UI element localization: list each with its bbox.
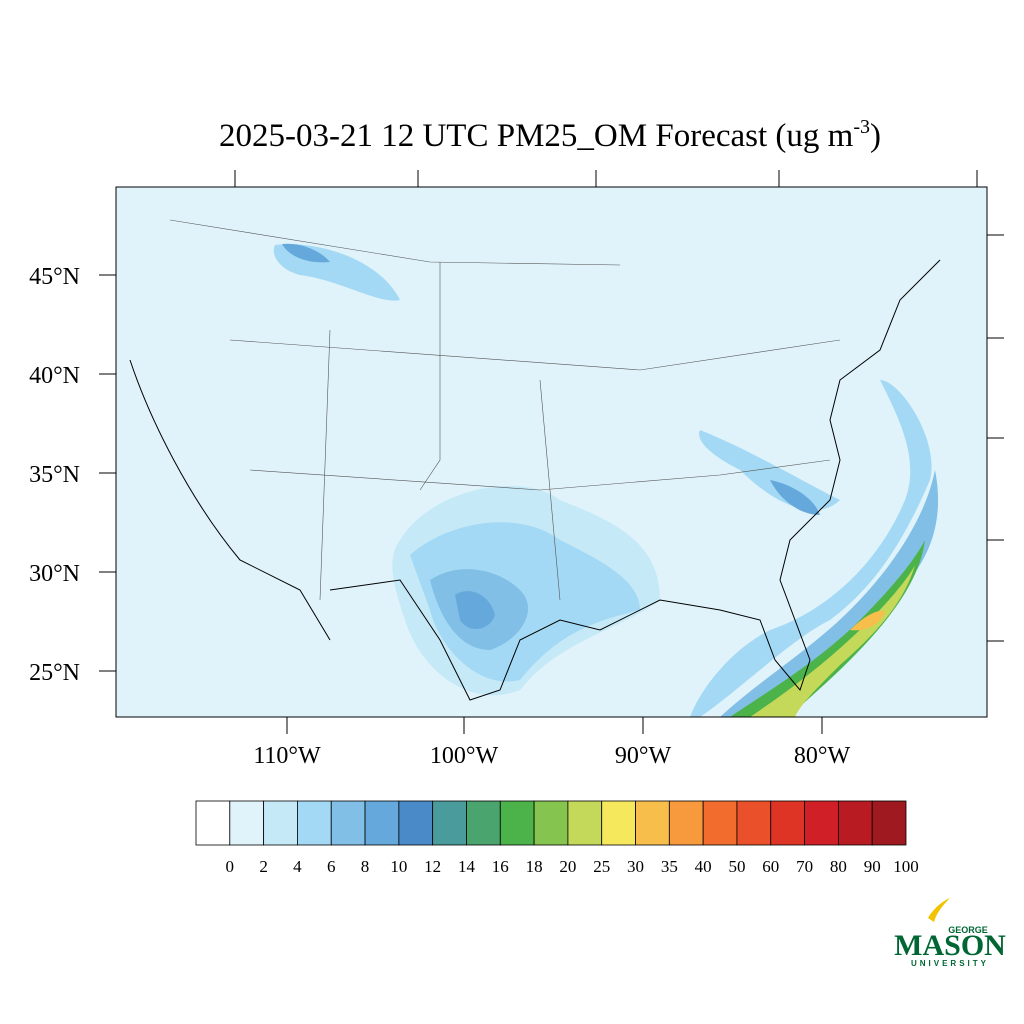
colorbar-label: 4: [293, 857, 302, 876]
colorbar-label: 80: [830, 857, 847, 876]
colorbar-label: 10: [390, 857, 407, 876]
colorbar-swatch: [195, 800, 231, 846]
colorbar-swatch: [432, 800, 467, 846]
logo-bottom: UNIVERSITY: [911, 959, 989, 968]
colorbar-label: 25: [593, 857, 610, 876]
colorbar-swatch: [804, 800, 839, 846]
logo-main: MASON: [894, 929, 1006, 962]
colorbar-label: 12: [424, 857, 441, 876]
ticks: [234, 170, 1004, 642]
colorbar-label: 90: [864, 857, 881, 876]
colorbar-swatch: [837, 800, 873, 846]
colorbar-swatch: [736, 800, 772, 846]
colorbar-swatch: [668, 800, 704, 846]
lat-label: 30°N: [29, 561, 80, 587]
colorbar-swatch: [330, 800, 366, 846]
colorbar-label: 14: [458, 857, 476, 876]
lon-label: 110°W: [253, 743, 321, 769]
colorbar-swatch: [466, 800, 501, 846]
title: 2025-03-21 12 UTC PM25_OM Forecast (ug m…: [219, 116, 881, 154]
colorbar-label: 35: [661, 857, 678, 876]
colorbar-label: 18: [526, 857, 543, 876]
colorbar-label: 16: [492, 857, 509, 876]
colorbar: 0 2 4 6 8 10 12 14 16 18 20 25 30 35 40 50 60 70 80 90 100: [195, 800, 919, 876]
colorbar-swatch: [601, 800, 636, 846]
coastline: [129, 259, 941, 701]
colorbar-swatch: [364, 800, 400, 846]
colorbar-label: 0: [226, 857, 235, 876]
colorbar-label: 2: [259, 857, 268, 876]
map-frame: [115, 186, 988, 718]
colorbar-label: 40: [695, 857, 712, 876]
colorbar-label: 70: [796, 857, 813, 876]
colorbar-label: 60: [762, 857, 779, 876]
colorbar-swatch: [635, 800, 670, 846]
lon-label: 90°W: [615, 743, 672, 769]
colorbar-label: 6: [327, 857, 336, 876]
lat-label: 25°N: [29, 660, 80, 686]
colorbar-swatch: [871, 800, 907, 846]
colorbar-swatch: [499, 800, 535, 846]
logo: GEORGE MASON UNIVERSITY: [894, 898, 1006, 968]
colorbar-swatch: [398, 800, 434, 846]
concentration-field: [273, 243, 939, 717]
lat-label: 45°N: [29, 264, 80, 290]
lat-label: 40°N: [29, 363, 80, 389]
borders: [169, 219, 841, 601]
title-close: ): [870, 118, 881, 154]
colorbar-swatch: [297, 800, 332, 846]
colorbar-label: 20: [559, 857, 576, 876]
colorbar-swatch: [229, 800, 265, 846]
colorbar-label: 50: [728, 857, 745, 876]
colorbar-swatch: [567, 800, 603, 846]
colorbar-swatch: [702, 800, 738, 846]
colorbar-label: 8: [361, 857, 370, 876]
colorbar-swatch: [263, 800, 298, 846]
lat-label: 35°N: [29, 462, 80, 488]
logo-top: GEORGE: [948, 925, 988, 935]
title-main: 2025-03-21 12 UTC PM25_OM Forecast (ug m: [219, 118, 854, 154]
lon-label: 80°W: [794, 743, 851, 769]
lon-label: 100°W: [430, 743, 499, 769]
title-superscript: -3: [853, 116, 870, 138]
colorbar-swatch: [770, 800, 805, 846]
map: [115, 170, 1004, 718]
colorbar-swatch: [533, 800, 569, 846]
colorbar-label: 100: [893, 857, 919, 876]
colorbar-label: 30: [627, 857, 644, 876]
